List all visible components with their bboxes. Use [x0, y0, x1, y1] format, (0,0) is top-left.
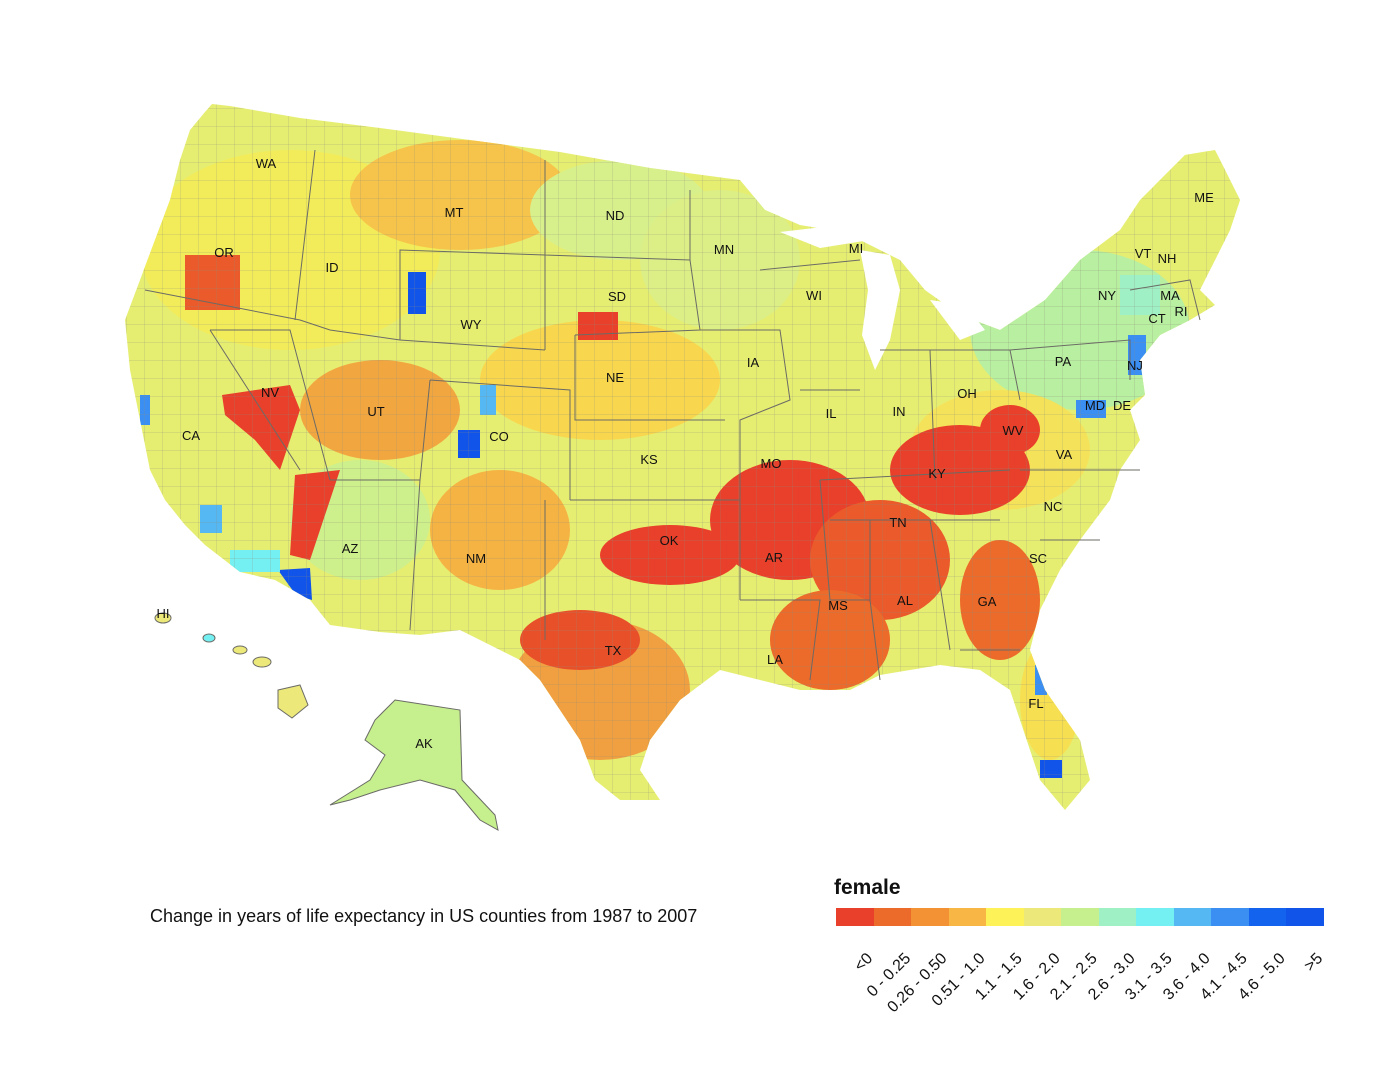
- state-label-la: LA: [767, 652, 783, 667]
- legend-swatch-4: [986, 908, 1024, 926]
- state-label-ut: UT: [367, 404, 384, 419]
- state-label-ar: AR: [765, 550, 783, 565]
- lake-superior: [780, 225, 870, 248]
- state-label-de: DE: [1113, 398, 1131, 413]
- state-label-wi: WI: [806, 288, 822, 303]
- state-label-or: OR: [214, 245, 234, 260]
- legend-swatch-6: [1061, 908, 1099, 926]
- state-label-ga: GA: [978, 594, 997, 609]
- legend-swatch-8: [1136, 908, 1174, 926]
- state-label-nc: NC: [1044, 499, 1063, 514]
- state-label-mo: MO: [761, 456, 782, 471]
- state-label-nd: ND: [606, 208, 625, 223]
- state-label-oh: OH: [957, 386, 977, 401]
- us-county-map: WA OR CA ID NV MT WY UT AZ CO NM ND SD NE KS OK TX MN IA MO…: [125, 104, 1240, 831]
- state-labels: WA OR CA ID NV MT WY UT AZ CO NM ND SD NE KS OK TX MN IA MO…: [157, 156, 1215, 751]
- hawaii: [154, 612, 309, 719]
- state-label-ks: KS: [640, 452, 658, 467]
- state-label-me: ME: [1194, 190, 1214, 205]
- state-label-pa: PA: [1055, 354, 1072, 369]
- state-label-co: CO: [489, 429, 509, 444]
- state-borders: [144, 149, 1201, 681]
- state-label-tn: TN: [889, 515, 906, 530]
- state-label-ky: KY: [928, 466, 946, 481]
- lake-michigan: [860, 250, 900, 370]
- lake-huron: [930, 300, 985, 340]
- state-label-ny: NY: [1098, 288, 1116, 303]
- state-label-ca: CA: [182, 428, 200, 443]
- state-label-va: VA: [1056, 447, 1073, 462]
- state-label-mi: MI: [849, 241, 863, 256]
- state-label-ct: CT: [1148, 311, 1165, 326]
- state-label-ne: NE: [606, 370, 624, 385]
- state-label-sd: SD: [608, 289, 626, 304]
- state-label-vt: VT: [1135, 246, 1152, 261]
- state-label-wy: WY: [461, 317, 482, 332]
- legend-swatch-9: [1173, 908, 1211, 926]
- state-label-nm: NM: [466, 551, 486, 566]
- state-label-nh: NH: [1158, 251, 1177, 266]
- legend-swatch-5: [1023, 908, 1061, 926]
- color-legend: [836, 908, 1324, 926]
- legend-swatch-1: [873, 908, 911, 926]
- legend-swatch-2: [911, 908, 949, 926]
- legend-swatch-12: [1286, 908, 1324, 926]
- state-label-il: IL: [826, 406, 837, 421]
- state-label-ia: IA: [747, 355, 760, 370]
- state-label-sc: SC: [1029, 551, 1047, 566]
- state-label-az: AZ: [342, 541, 359, 556]
- state-label-tx: TX: [605, 643, 622, 658]
- state-label-in: IN: [893, 404, 906, 419]
- state-label-ma: MA: [1160, 288, 1180, 303]
- state-label-id: ID: [326, 260, 339, 275]
- state-label-hi: HI: [157, 606, 170, 621]
- alaska: [329, 699, 499, 831]
- state-label-al: AL: [897, 593, 913, 608]
- state-label-wv: WV: [1003, 423, 1024, 438]
- map-caption: Change in years of life expectancy in US…: [150, 906, 698, 926]
- state-label-fl: FL: [1028, 696, 1043, 711]
- state-label-nj: NJ: [1127, 358, 1143, 373]
- state-label-ms: MS: [828, 598, 848, 613]
- legend-label-12: >5: [1301, 950, 1327, 975]
- state-label-nv: NV: [261, 385, 279, 400]
- state-label-ri: RI: [1175, 304, 1188, 319]
- state-label-md: MD: [1085, 398, 1105, 413]
- legend-title: female: [834, 876, 901, 899]
- state-label-ok: OK: [660, 533, 679, 548]
- legend-label-0: <0: [851, 950, 877, 975]
- legend-swatch-7: [1098, 908, 1136, 926]
- legend-swatch-10: [1211, 908, 1249, 926]
- legend-swatch-11: [1248, 908, 1286, 926]
- legend-swatch-3: [948, 908, 986, 926]
- state-label-mn: MN: [714, 242, 734, 257]
- legend-swatch-0: [836, 908, 874, 926]
- state-label-wa: WA: [256, 156, 277, 171]
- state-label-mt: MT: [445, 205, 464, 220]
- state-label-ak: AK: [415, 736, 433, 751]
